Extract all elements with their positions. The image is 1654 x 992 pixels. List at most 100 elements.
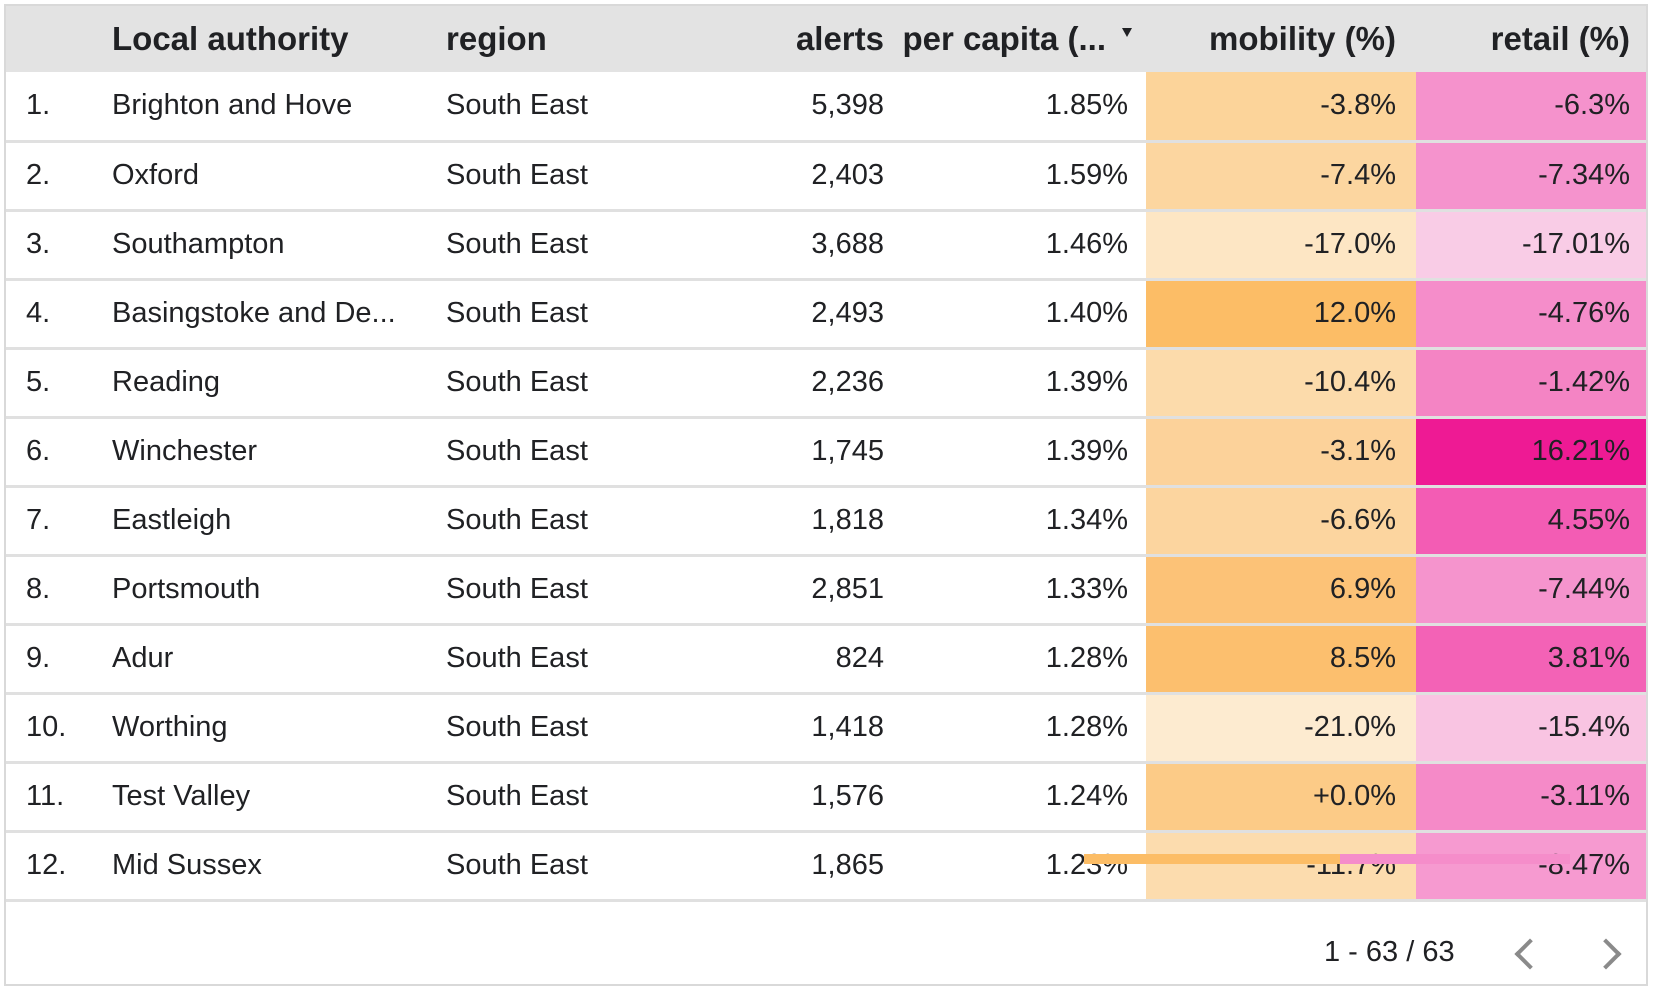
pagination-label: 1 - 63 / 63 [1324,936,1455,968]
local-authority-table: Local authority region alerts per capita… [6,6,1646,902]
cell-retail: 3.81% [1416,624,1646,695]
row-index: 1. [6,72,112,143]
cell-per-capita: 1.28% [884,624,1146,695]
cell-mobility: +0.0% [1146,762,1416,833]
cell-mobility: -3.8% [1146,72,1416,143]
cell-mobility: 8.5% [1146,624,1416,695]
cell-local-authority: Test Valley [112,762,446,833]
cell-region: South East [446,762,686,833]
cell-retail: -17.01% [1416,210,1646,281]
cell-region: South East [446,624,686,695]
cell-local-authority: Eastleigh [112,486,446,557]
header-retail[interactable]: retail (%) [1416,6,1646,72]
cell-alerts: 2,851 [686,555,884,626]
row-index: 8. [6,555,112,626]
cell-alerts: 5,398 [686,72,884,143]
cell-retail: -3.11% [1416,762,1646,833]
table-row[interactable]: 6. Winchester South East 1,745 1.39% -3.1% 16.… [6,417,1646,488]
cell-per-capita: 1.23% [884,831,1146,902]
table-row[interactable]: 1. Brighton and Hove South East 5,398 1.85% -… [6,72,1646,143]
row-index: 6. [6,417,112,488]
cell-retail: 4.55% [1416,486,1646,557]
cell-alerts: 1,745 [686,417,884,488]
cell-local-authority: Southampton [112,210,446,281]
table-row[interactable]: 12. Mid Sussex South East 1,865 1.23% -11.7% -… [6,831,1646,902]
cell-mobility: -17.0% [1146,210,1416,281]
cell-per-capita: 1.24% [884,762,1146,833]
table-row[interactable]: 11. Test Valley South East 1,576 1.24% +0.0% -… [6,762,1646,833]
cell-per-capita: 1.34% [884,486,1146,557]
cell-per-capita: 1.46% [884,210,1146,281]
cell-region: South East [446,210,686,281]
cell-local-authority: Reading [112,348,446,419]
row-index: 10. [6,693,112,764]
cell-local-authority: Adur [112,624,446,695]
cell-alerts: 2,493 [686,279,884,350]
cell-mobility: 12.0% [1146,279,1416,350]
row-index: 7. [6,486,112,557]
table-row[interactable]: 3. Southampton South East 3,688 1.46% -17.0% -… [6,210,1646,281]
cell-retail: 16.21% [1416,417,1646,488]
cell-alerts: 1,818 [686,486,884,557]
cell-region: South East [446,348,686,419]
pagination-bar: 1 - 63 / 63 [6,906,1646,984]
mobility-color-strip [1084,854,1340,864]
cell-region: South East [446,417,686,488]
table-row[interactable]: 10. Worthing South East 1,418 1.28% -21.0% -15… [6,693,1646,764]
next-page-button[interactable] [1590,934,1630,974]
cell-region: South East [446,831,686,902]
cell-retail: -7.44% [1416,555,1646,626]
cell-per-capita: 1.33% [884,555,1146,626]
cell-alerts: 1,865 [686,831,884,902]
data-table-panel: Local authority region alerts per capita… [4,4,1648,986]
table-row[interactable]: 4. Basingstoke and De... South East 2,493 1.… [6,279,1646,350]
header-per-capita[interactable]: per capita (... [884,6,1146,72]
previous-page-button[interactable] [1506,934,1546,974]
cell-mobility: -3.1% [1146,417,1416,488]
cell-alerts: 2,236 [686,348,884,419]
retail-color-strip [1340,854,1570,864]
header-per-capita-label: per capita (... [902,20,1106,57]
cell-retail: -6.3% [1416,72,1646,143]
cell-mobility: 6.9% [1146,555,1416,626]
cell-alerts: 2,403 [686,141,884,212]
table-row[interactable]: 7. Eastleigh South East 1,818 1.34% -6.6% 4.55… [6,486,1646,557]
cell-per-capita: 1.39% [884,348,1146,419]
cell-local-authority: Mid Sussex [112,831,446,902]
cell-region: South East [446,693,686,764]
cell-local-authority: Oxford [112,141,446,212]
row-index: 3. [6,210,112,281]
cell-local-authority: Winchester [112,417,446,488]
cell-per-capita: 1.85% [884,72,1146,143]
row-index: 12. [6,831,112,902]
cell-region: South East [446,141,686,212]
cell-local-authority: Brighton and Hove [112,72,446,143]
sort-descending-icon [1122,28,1132,37]
row-index: 9. [6,624,112,695]
cell-retail: -8.47% [1416,831,1646,902]
table-row[interactable]: 5. Reading South East 2,236 1.39% -10.4% -1.42… [6,348,1646,419]
header-mobility[interactable]: mobility (%) [1146,6,1416,72]
cell-mobility: -11.7% [1146,831,1416,902]
header-index [6,6,112,72]
cell-mobility: -21.0% [1146,693,1416,764]
table-row[interactable]: 8. Portsmouth South East 2,851 1.33% 6.9% -7.4… [6,555,1646,626]
cell-mobility: -7.4% [1146,141,1416,212]
table-row[interactable]: 2. Oxford South East 2,403 1.59% -7.4% -7.34% [6,141,1646,212]
cell-retail: -1.42% [1416,348,1646,419]
cell-mobility: -6.6% [1146,486,1416,557]
cell-alerts: 1,418 [686,693,884,764]
header-region[interactable]: region [446,6,686,72]
cell-per-capita: 1.39% [884,417,1146,488]
row-index: 11. [6,762,112,833]
cell-region: South East [446,72,686,143]
header-local-authority[interactable]: Local authority [112,6,446,72]
chevron-left-icon [1514,938,1546,970]
table-row[interactable]: 9. Adur South East 824 1.28% 8.5% 3.81% [6,624,1646,695]
cell-region: South East [446,486,686,557]
table-header-row: Local authority region alerts per capita… [6,6,1646,72]
cell-per-capita: 1.28% [884,693,1146,764]
header-alerts[interactable]: alerts [686,6,884,72]
cell-alerts: 1,576 [686,762,884,833]
cell-local-authority: Basingstoke and De... [112,279,446,350]
